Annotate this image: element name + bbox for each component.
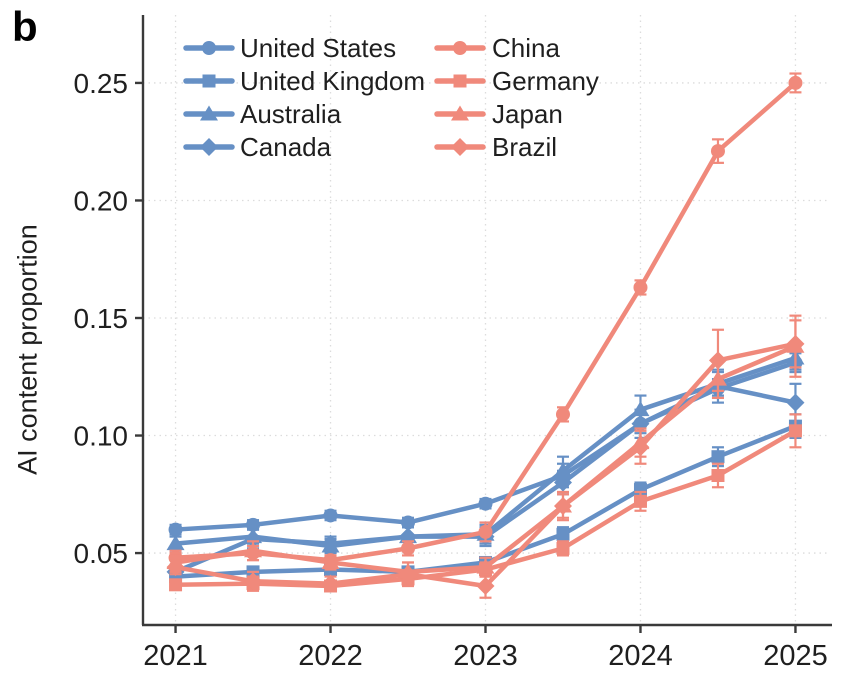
legend-triangle-marker-icon [200, 105, 218, 121]
data-point-circle-icon [788, 75, 803, 90]
legend-label: United Kingdom [240, 66, 425, 96]
data-point-square-icon [788, 424, 802, 438]
legend-diamond-marker-icon [200, 138, 218, 156]
legend-label: Brazil [492, 132, 557, 162]
legend-square-marker-icon [453, 74, 467, 88]
legend-item-japan: Japan [434, 99, 563, 129]
y-tick-label: 0.15 [74, 303, 129, 334]
x-tick-label: 2024 [608, 640, 673, 672]
data-point-circle-icon [710, 144, 725, 159]
legend-item-germany: Germany [434, 66, 599, 96]
legend-label: China [492, 33, 560, 63]
data-point-circle-icon [478, 496, 493, 511]
data-point-diamond-icon [553, 497, 572, 516]
data-point-diamond-icon [321, 574, 340, 593]
data-point-diamond-icon [244, 529, 263, 548]
legend-circle-marker-icon [202, 41, 216, 55]
data-point-circle-icon [401, 541, 416, 556]
data-point-diamond-icon [708, 351, 727, 370]
legend-square-marker-icon [202, 74, 216, 88]
legend-item-united-kingdom: United Kingdom [183, 66, 425, 96]
data-point-circle-icon [323, 508, 338, 523]
legend-triangle-marker-icon [451, 105, 469, 121]
data-point-circle-icon [168, 522, 183, 537]
data-point-diamond-icon [321, 534, 340, 553]
data-point-diamond-icon [786, 334, 805, 353]
legend-label: Canada [240, 132, 332, 162]
legend-label: Australia [240, 99, 342, 129]
panel-label: b [12, 3, 38, 50]
y-tick-label: 0.10 [74, 421, 129, 452]
legend-item-canada: Canada [183, 132, 332, 162]
x-tick-label: 2025 [763, 640, 828, 672]
data-point-triangle-icon [244, 542, 263, 558]
x-tick-label: 2022 [298, 640, 363, 672]
data-point-diamond-icon [786, 393, 805, 412]
data-point-triangle-icon [321, 553, 340, 569]
legend-item-australia: Australia [183, 99, 342, 129]
data-point-square-icon [556, 527, 570, 541]
data-point-circle-icon [401, 515, 416, 530]
series-line [173, 355, 798, 549]
data-point-diamond-icon [631, 438, 650, 457]
legend-label: Japan [492, 99, 563, 129]
y-tick-label: 0.25 [74, 68, 129, 99]
data-point-triangle-icon [166, 535, 185, 551]
legend-item-brazil: Brazil [434, 132, 557, 162]
data-point-square-icon [633, 494, 647, 508]
x-tick-label: 2021 [143, 640, 208, 672]
legend-label: United States [240, 33, 396, 63]
data-point-circle-icon [246, 517, 261, 532]
legend-item-china: China [434, 33, 560, 63]
data-point-circle-icon [633, 280, 648, 295]
data-point-square-icon [711, 450, 725, 464]
y-tick-label: 0.20 [74, 185, 129, 216]
y-tick-label: 0.05 [74, 538, 129, 569]
legend-diamond-marker-icon [451, 138, 469, 156]
data-point-square-icon [169, 578, 183, 592]
x-tick-label: 2023 [453, 640, 518, 672]
data-point-triangle-icon [476, 558, 495, 574]
data-point-circle-icon [555, 407, 570, 422]
y-axis-title: AI content proportion [12, 224, 43, 475]
data-point-diamond-icon [553, 473, 572, 492]
data-point-square-icon [711, 468, 725, 482]
data-point-diamond-icon [244, 572, 263, 591]
data-point-diamond-icon [476, 576, 495, 595]
series-brazil [166, 319, 805, 599]
data-point-diamond-icon [399, 565, 418, 584]
data-point-circle-icon [478, 524, 493, 539]
axes: 0.05 0.10 0.15 0.20 0.25 2021 2022 2023 2024 2025 [74, 15, 832, 672]
data-point-square-icon [556, 541, 570, 555]
legend-item-united-states: United States [183, 33, 396, 63]
legend-label: Germany [492, 66, 599, 96]
data-point-diamond-icon [166, 558, 185, 577]
legend-circle-marker-icon [453, 41, 467, 55]
